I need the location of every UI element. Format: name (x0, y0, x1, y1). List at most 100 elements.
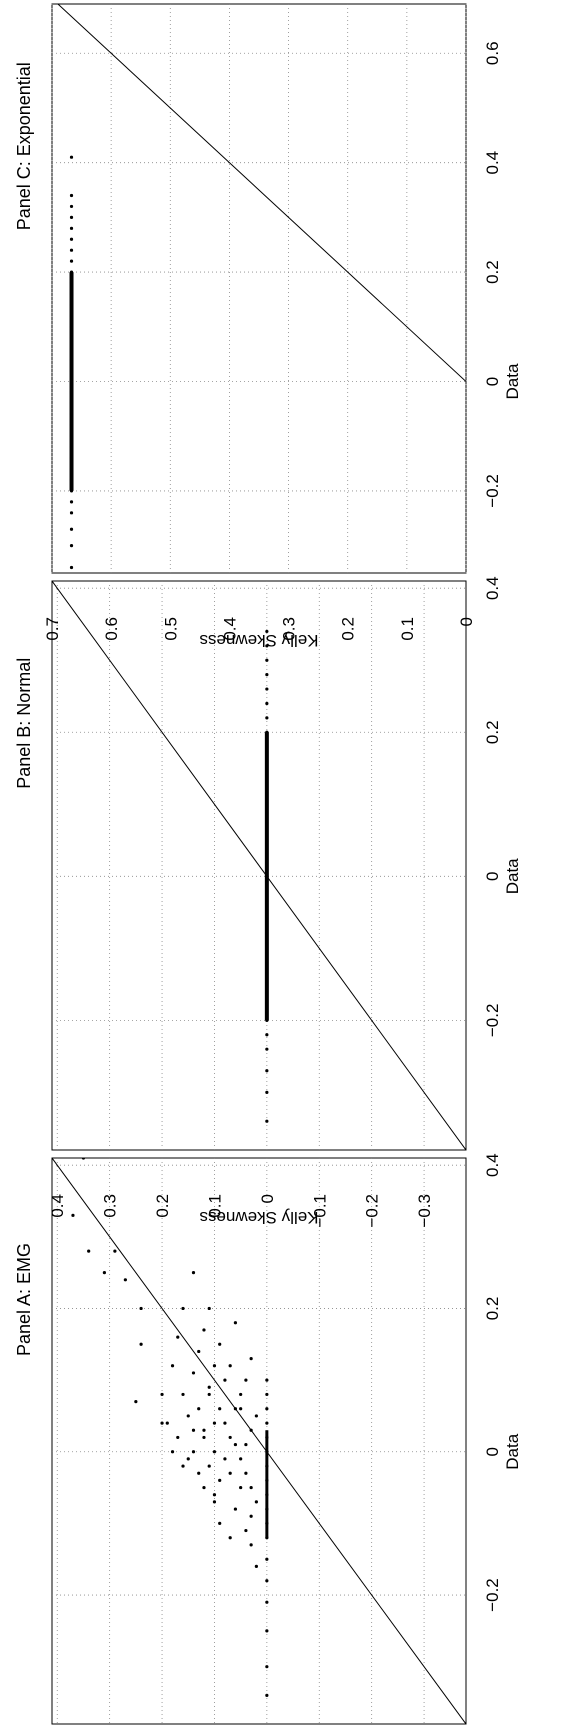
x-tick-label: 0.2 (483, 720, 502, 744)
data-point (249, 1543, 253, 1547)
data-point (69, 544, 74, 548)
x-tick-label: 0 (483, 872, 502, 881)
data-point (197, 1349, 201, 1354)
data-point (265, 917, 269, 922)
data-point (202, 1435, 206, 1440)
data-point (233, 1442, 238, 1447)
data-point (249, 1428, 253, 1432)
data-point (265, 874, 269, 878)
plot-frame (51, 3, 467, 574)
data-point (265, 1464, 269, 1468)
data-point (218, 1521, 222, 1525)
data-point (233, 1321, 238, 1325)
data-point (87, 1249, 91, 1253)
data-point (223, 1421, 227, 1425)
y-tick-label: 0.5 (161, 617, 180, 641)
data-point (134, 1399, 138, 1404)
data-point (69, 489, 74, 493)
data-point (254, 1500, 258, 1504)
data-point (228, 1364, 232, 1368)
data-point (265, 673, 269, 677)
y-tick-label: 0 (258, 1194, 277, 1203)
data-point (265, 831, 269, 835)
data-point (197, 1471, 201, 1475)
y-tick-label: 0.7 (43, 617, 62, 641)
data-point (71, 1213, 75, 1217)
data-point (265, 773, 269, 778)
data-point (265, 1478, 269, 1483)
data-point (207, 1385, 211, 1389)
identity-line (52, 1158, 466, 1724)
y-axis-label: Kelly Skewness (199, 631, 318, 650)
y-tick-label: 0.6 (102, 617, 121, 641)
data-point (265, 1665, 269, 1669)
data-point (265, 1033, 269, 1037)
data-point (69, 511, 74, 515)
data-point (160, 1392, 164, 1397)
data-point (69, 281, 74, 285)
data-point (233, 1407, 238, 1411)
data-point (139, 1306, 143, 1311)
y-tick-label: −0.3 (415, 1194, 434, 1228)
x-tick-label: 0.2 (483, 1297, 502, 1321)
data-point (254, 1414, 258, 1418)
data-layer (52, 581, 466, 1150)
panel-0: −0.3 −0.2 −0.1 0 0.1 0.2 0.3 0.4 −0.2 0 0.2 0.4 Data… (14, 1153, 522, 1725)
data-point (212, 1493, 217, 1497)
data-point (265, 1579, 269, 1583)
data-layer (57, 4, 466, 570)
data-point (191, 1428, 196, 1432)
data-point (186, 1414, 190, 1418)
y-tick-label: 0.1 (205, 1194, 224, 1218)
data-point (265, 1119, 269, 1123)
data-point (265, 730, 269, 734)
data-point (69, 434, 74, 438)
x-axis-label: Data (503, 363, 522, 399)
x-tick-label: −0.2 (483, 474, 502, 508)
data-point (191, 1271, 196, 1275)
data-point (244, 1378, 248, 1382)
data-point (212, 1421, 217, 1425)
x-tick-label: 0.2 (483, 260, 502, 284)
data-point (202, 1428, 206, 1432)
data-point (69, 478, 74, 482)
y-tick-label: −0.1 (310, 1194, 329, 1228)
data-point (265, 1069, 269, 1073)
data-point (170, 1364, 175, 1368)
data-point (265, 658, 269, 662)
data-point (265, 1090, 269, 1094)
data-point (69, 303, 74, 307)
identity-line (52, 581, 466, 1150)
data-point (207, 1392, 211, 1397)
data-point (69, 445, 74, 449)
panel-title: Panel A: EMG (14, 1243, 34, 1356)
data-point (69, 237, 74, 241)
y-tick-label: 0.4 (220, 617, 239, 641)
data-point (239, 1407, 243, 1411)
data-point (249, 1485, 253, 1490)
data-point (69, 347, 74, 351)
data-point (197, 1407, 201, 1411)
data-point (265, 1392, 269, 1397)
data-point (233, 1507, 238, 1511)
data-point (265, 1378, 269, 1382)
data-point (249, 1514, 253, 1518)
data-point (265, 1493, 269, 1497)
data-point (265, 1600, 269, 1604)
data-point (207, 1464, 211, 1468)
x-tick-label: 0.4 (483, 1153, 502, 1177)
data-point (265, 1507, 269, 1511)
data-point (265, 716, 269, 720)
data-point (265, 845, 269, 850)
y-tick-label: 0.1 (398, 617, 417, 641)
data-point (69, 368, 74, 373)
data-point (265, 1629, 269, 1633)
data-point (69, 500, 74, 504)
data-point (69, 423, 74, 427)
data-point (265, 1435, 269, 1440)
data-point (202, 1328, 206, 1332)
data-point (265, 1536, 269, 1540)
data-point (176, 1435, 180, 1440)
data-point (265, 975, 269, 979)
